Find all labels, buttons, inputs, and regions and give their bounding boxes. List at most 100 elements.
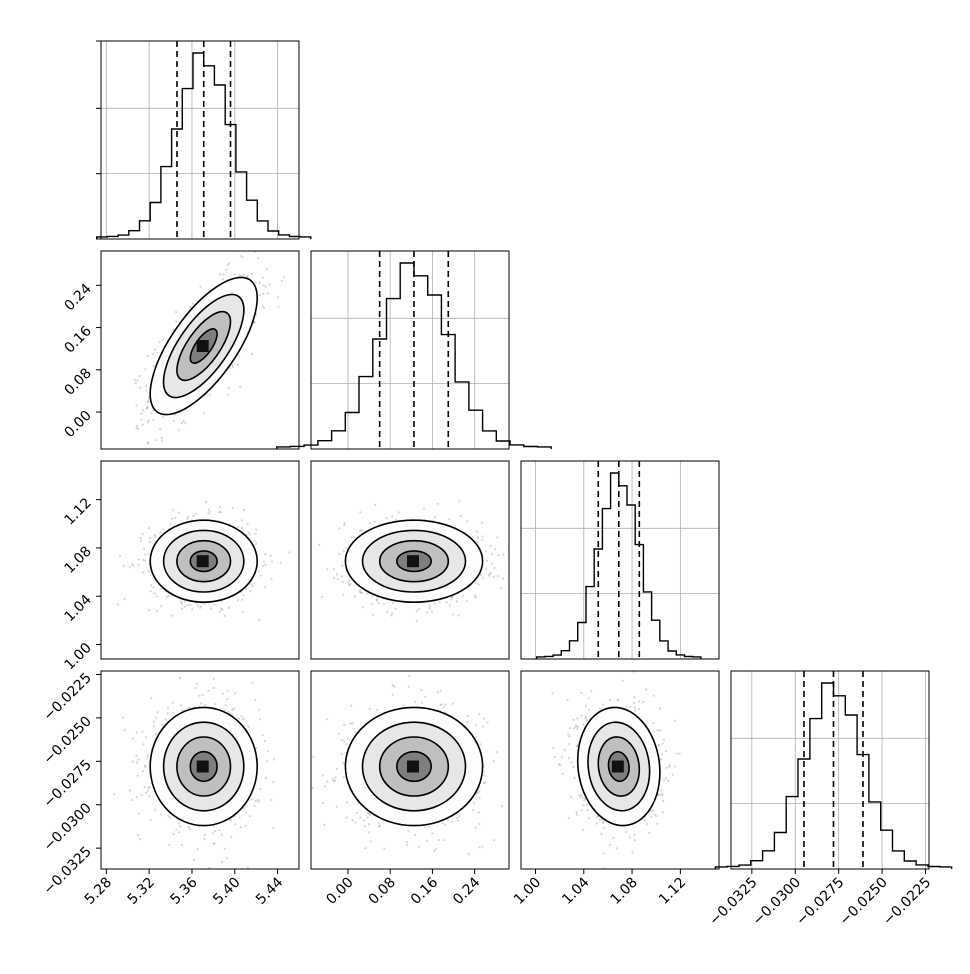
scatter-point [443, 839, 446, 842]
scatter-point [566, 698, 569, 701]
scatter-point [575, 724, 578, 727]
scatter-point [234, 823, 237, 826]
scatter-point [660, 789, 663, 792]
scatter-point [466, 520, 469, 523]
scatter-point [144, 736, 148, 739]
scatter-point [341, 580, 344, 584]
scatter-point [376, 599, 379, 602]
scatter-point [343, 740, 346, 743]
scatter-point [243, 717, 246, 720]
scatter-point [377, 822, 380, 825]
scatter-point [342, 762, 345, 765]
scatter-point [258, 294, 261, 297]
scatter-point [483, 774, 486, 777]
scatter-point [227, 387, 230, 390]
scatter-point [135, 754, 138, 757]
scatter-point [226, 857, 229, 860]
scatter-point [141, 533, 144, 536]
scatter-point [418, 608, 421, 611]
scatter-point [634, 709, 637, 713]
scatter-point [154, 535, 157, 539]
scatter-point [376, 708, 379, 712]
scatter-point [143, 785, 146, 789]
scatter-point [227, 393, 230, 396]
scatter-point [181, 602, 184, 605]
scatter-point [236, 599, 239, 602]
scatter-point [321, 774, 324, 777]
panel-frame [100, 670, 300, 870]
scatter-point [156, 711, 159, 714]
scatter-point [259, 787, 262, 791]
scatter-point [138, 374, 141, 377]
scatter-point [223, 614, 226, 618]
scatter-point [208, 866, 211, 869]
scatter-point [262, 292, 265, 295]
scatter-point [153, 592, 156, 595]
scatter-point [537, 515, 539, 517]
scatter-point [568, 735, 571, 738]
scatter-point [207, 512, 210, 515]
scatter-point [137, 812, 140, 815]
scatter-point [283, 240, 285, 242]
scatter-point [444, 703, 447, 706]
scatter-point [311, 787, 314, 790]
scatter-point [586, 803, 589, 806]
scatter-point [307, 556, 309, 558]
scatter-point [140, 418, 143, 421]
scatter-point [241, 598, 244, 601]
scatter-point [177, 511, 180, 514]
scatter-point [238, 273, 241, 277]
scatter-point [141, 770, 144, 773]
scatter-point [341, 564, 344, 567]
scatter-point [391, 693, 394, 696]
scatter-point [203, 602, 206, 606]
scatter-point [136, 774, 139, 777]
scatter-point [348, 579, 351, 582]
scatter-point [662, 738, 666, 741]
scatter-point [192, 302, 195, 305]
scatter-point [156, 610, 159, 613]
panel-frame [100, 250, 300, 450]
scatter-point [476, 541, 480, 544]
scatter-point [436, 691, 439, 694]
scatter-point [482, 781, 485, 785]
panel-frame [310, 460, 510, 660]
scatter-point [445, 601, 448, 604]
scatter-point [439, 689, 442, 692]
scatter-point [477, 583, 480, 586]
scatter-point [220, 607, 223, 610]
scatter-point [137, 758, 140, 761]
scatter-point [338, 552, 341, 556]
scatter-point [131, 760, 134, 763]
scatter-point [224, 709, 227, 712]
scatter-point [567, 817, 571, 820]
scatter-point [581, 828, 585, 832]
scatter-point [159, 427, 162, 431]
scatter-point [135, 796, 138, 799]
scatter-point [385, 516, 388, 520]
scatter-point [368, 707, 371, 711]
scatter-point [214, 830, 217, 833]
scatter-point [164, 718, 167, 721]
scatter-point [332, 780, 336, 783]
scatter-point [428, 607, 431, 610]
scatter-point [146, 406, 149, 410]
scatter-point [208, 393, 211, 396]
scatter-point [247, 221, 249, 223]
scatter-point [473, 802, 476, 805]
scatter-point [131, 562, 134, 566]
scatter-point [474, 596, 477, 599]
scatter-point [347, 581, 350, 584]
scatter-point [199, 605, 202, 608]
scatter-point [430, 610, 433, 613]
scatter-point [261, 304, 264, 308]
scatter-point [146, 421, 149, 424]
scatter-point [145, 407, 148, 410]
scatter-point [575, 813, 579, 816]
scatter-point [440, 703, 443, 706]
scatter-point [152, 720, 156, 723]
scatter-point [147, 397, 150, 400]
scatter-point [147, 786, 150, 789]
scatter-point [149, 537, 152, 540]
scatter-point [552, 746, 555, 750]
